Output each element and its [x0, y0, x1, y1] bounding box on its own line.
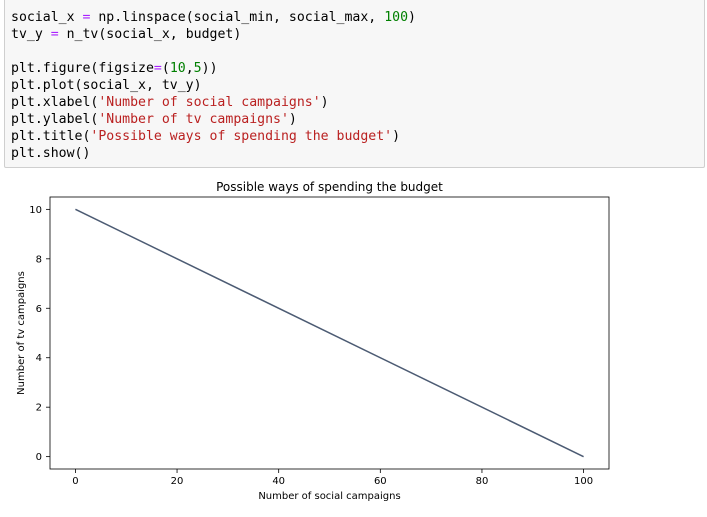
axes-frame — [49, 196, 610, 470]
x-tick-label: 0 — [72, 476, 78, 487]
code-line: plt.plot(social_x, tv_y) — [11, 77, 704, 94]
y-axis-label: Number of tv campaigns — [16, 271, 27, 395]
code-token: np.linspace(social_min, social_max, — [90, 10, 385, 25]
code-token: plt.show() — [11, 146, 91, 161]
code-cell-input[interactable]: social_x = np.linspace(social_min, socia… — [4, 0, 705, 168]
y-tick-label: 10 — [29, 205, 42, 216]
x-tick-label: 100 — [574, 476, 593, 487]
code-token: = — [82, 10, 91, 25]
code-token: )) — [201, 61, 218, 76]
code-token: = — [50, 27, 59, 42]
code-token: 10 — [169, 61, 186, 76]
y-tick-label: 4 — [36, 353, 42, 364]
code-line: plt.figure(figsize=(10,5)) — [11, 60, 704, 77]
code-line: social_x = np.linspace(social_min, socia… — [11, 9, 704, 26]
series-layer — [75, 208, 584, 458]
code-line: plt.ylabel('Number of tv campaigns') — [11, 111, 704, 128]
code-token: ) — [392, 129, 401, 144]
code-token: ) — [408, 10, 416, 25]
cell-output: Possible ways of spending the budget 0 20… — [0, 172, 707, 517]
code-token: 5 — [193, 61, 202, 76]
chart-title: Possible ways of spending the budget — [216, 180, 443, 194]
code-token: 100 — [384, 10, 409, 25]
y-tick-label: 6 — [36, 304, 42, 315]
code-line: plt.show() — [11, 145, 704, 162]
code-line: plt.xlabel('Number of social campaigns') — [11, 94, 704, 111]
code-token: 'Possible ways of spending the budget' — [90, 129, 393, 144]
code-token: n_tv(social_x, budget) — [58, 27, 242, 42]
code-token: 'Number of social campaigns' — [98, 95, 321, 110]
code-token: plt.title( — [11, 129, 91, 144]
y-tick-label: 0 — [36, 452, 42, 463]
x-axis-label: Number of social campaigns — [258, 491, 400, 502]
x-tick-label: 60 — [374, 476, 387, 487]
code-token: plt.figure(figsize — [11, 61, 154, 76]
code-token: social_x — [11, 10, 83, 25]
x-tick-label: 80 — [476, 476, 489, 487]
code-token: 'Number of tv campaigns' — [98, 112, 289, 127]
code-line: plt.title('Possible ways of spending the… — [11, 128, 704, 145]
code-editor[interactable]: social_x = np.linspace(social_min, socia… — [11, 9, 704, 162]
series-line — [75, 208, 584, 458]
x-tick-label: 40 — [272, 476, 285, 487]
x-axis-ticks: 0 20 40 60 80 100 — [72, 469, 593, 487]
code-token: plt.plot(social_x, tv_y) — [11, 78, 202, 93]
code-token: ) — [288, 112, 297, 127]
code-token: ( — [161, 61, 170, 76]
code-token: tv_y — [11, 27, 51, 42]
code-line — [11, 43, 704, 60]
code-token: ) — [320, 95, 329, 110]
code-line: tv_y = n_tv(social_x, budget) — [11, 26, 704, 43]
code-token: plt.ylabel( — [11, 112, 99, 127]
y-tick-label: 8 — [36, 254, 42, 265]
y-axis-ticks: 0 2 4 6 8 10 — [29, 205, 50, 463]
x-tick-label: 20 — [171, 476, 184, 487]
y-tick-label: 2 — [36, 403, 42, 414]
code-token: plt.xlabel( — [11, 95, 99, 110]
line-chart: Possible ways of spending the budget 0 20… — [16, 180, 610, 502]
code-token: , — [185, 61, 194, 76]
code-token: = — [153, 61, 162, 76]
